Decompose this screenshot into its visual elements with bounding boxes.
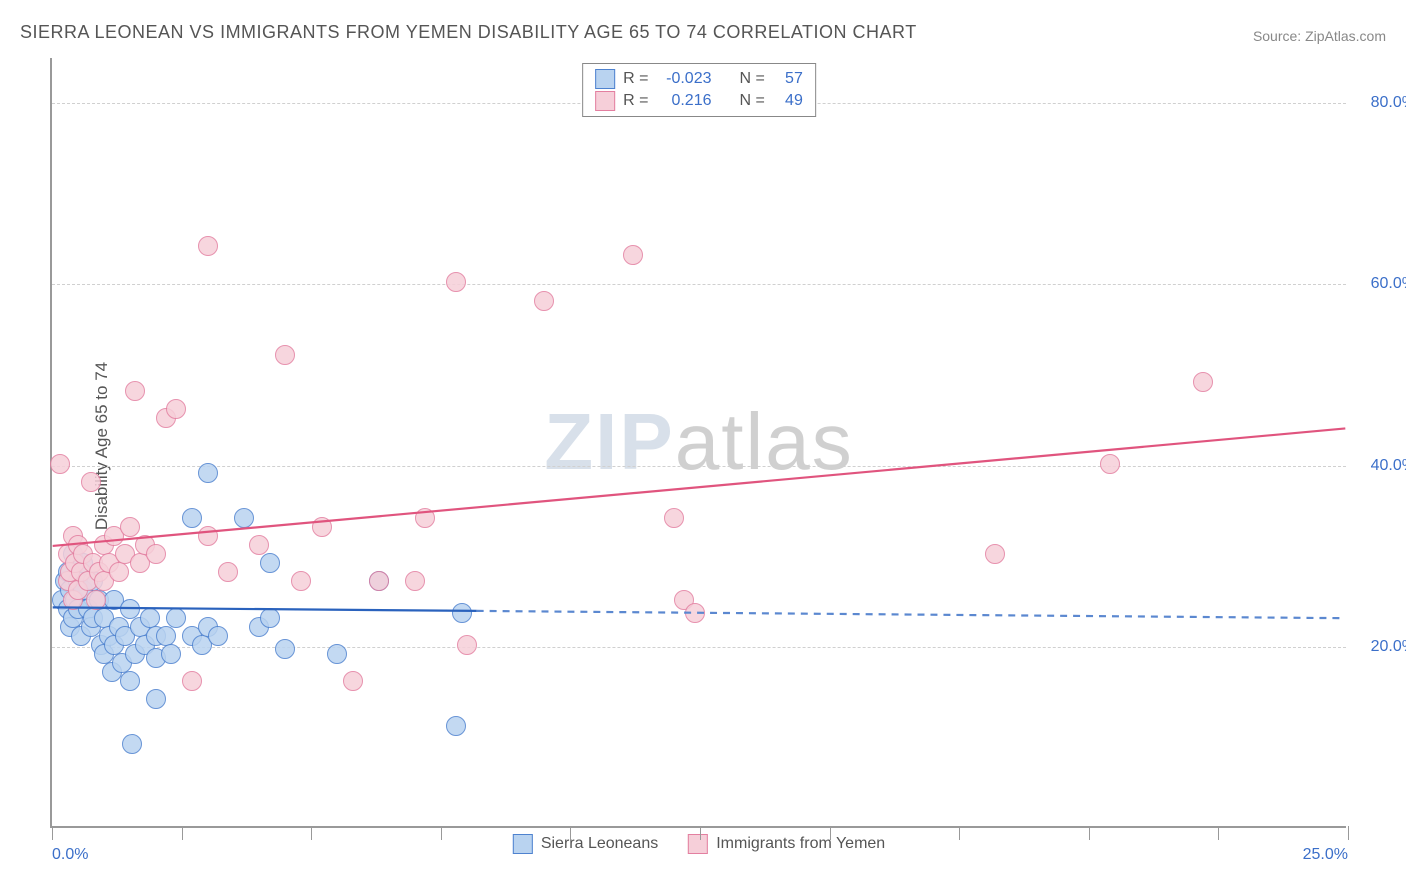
scatter-point bbox=[120, 517, 140, 537]
scatter-point bbox=[146, 544, 166, 564]
n-label: N = bbox=[740, 70, 765, 88]
legend-item: Immigrants from Yemen bbox=[688, 834, 885, 854]
scatter-point bbox=[275, 345, 295, 365]
scatter-point bbox=[140, 608, 160, 628]
scatter-point bbox=[182, 508, 202, 528]
correlation-legend: R = -0.023 N = 57 R = 0.216 N = 49 bbox=[582, 63, 816, 117]
scatter-point bbox=[446, 272, 466, 292]
r-label: R = bbox=[623, 70, 648, 88]
scatter-point bbox=[415, 508, 435, 528]
scatter-point bbox=[312, 517, 332, 537]
watermark-atlas: atlas bbox=[675, 397, 854, 486]
scatter-point bbox=[166, 608, 186, 628]
scatter-point bbox=[198, 526, 218, 546]
scatter-point bbox=[534, 291, 554, 311]
scatter-point bbox=[198, 236, 218, 256]
x-tick bbox=[830, 826, 831, 840]
scatter-point bbox=[452, 603, 472, 623]
x-tick bbox=[700, 826, 701, 840]
scatter-point bbox=[156, 626, 176, 646]
legend-row: R = -0.023 N = 57 bbox=[595, 68, 803, 90]
legend-label: Immigrants from Yemen bbox=[716, 835, 885, 853]
scatter-point bbox=[260, 608, 280, 628]
scatter-point bbox=[161, 644, 181, 664]
scatter-point bbox=[327, 644, 347, 664]
y-tick-label: 60.0% bbox=[1356, 275, 1406, 293]
scatter-point bbox=[260, 553, 280, 573]
scatter-point bbox=[234, 508, 254, 528]
scatter-point bbox=[86, 590, 106, 610]
scatter-point bbox=[457, 635, 477, 655]
legend-swatch bbox=[688, 834, 708, 854]
x-tick bbox=[1089, 826, 1090, 840]
scatter-point bbox=[120, 599, 140, 619]
scatter-point bbox=[182, 671, 202, 691]
scatter-point bbox=[369, 571, 389, 591]
scatter-point bbox=[343, 671, 363, 691]
scatter-point bbox=[166, 399, 186, 419]
watermark-zip: ZIP bbox=[544, 397, 674, 486]
grid-line bbox=[52, 284, 1346, 285]
trend-line-dashed bbox=[477, 611, 1346, 618]
scatter-point bbox=[685, 603, 705, 623]
scatter-point bbox=[208, 626, 228, 646]
r-value: -0.023 bbox=[657, 70, 712, 88]
scatter-point bbox=[291, 571, 311, 591]
n-value: 49 bbox=[773, 92, 803, 110]
x-tick bbox=[1218, 826, 1219, 840]
n-label: N = bbox=[740, 92, 765, 110]
trend-lines-layer bbox=[52, 58, 1346, 826]
x-tick bbox=[441, 826, 442, 840]
x-tick bbox=[182, 826, 183, 840]
legend-row: R = 0.216 N = 49 bbox=[595, 90, 803, 112]
x-tick bbox=[52, 826, 53, 840]
source-attribution: Source: ZipAtlas.com bbox=[1253, 28, 1386, 44]
scatter-point bbox=[1100, 454, 1120, 474]
n-value: 57 bbox=[773, 70, 803, 88]
grid-line bbox=[52, 647, 1346, 648]
y-tick-label: 80.0% bbox=[1356, 94, 1406, 112]
x-tick-label: 25.0% bbox=[1303, 846, 1348, 864]
scatter-point bbox=[249, 535, 269, 555]
watermark: ZIPatlas bbox=[544, 396, 853, 488]
legend-swatch bbox=[595, 91, 615, 111]
x-tick-label: 0.0% bbox=[52, 846, 88, 864]
legend-swatch bbox=[513, 834, 533, 854]
scatter-point bbox=[198, 463, 218, 483]
scatter-point bbox=[1193, 372, 1213, 392]
scatter-point bbox=[109, 562, 129, 582]
scatter-point bbox=[985, 544, 1005, 564]
r-label: R = bbox=[623, 92, 648, 110]
scatter-point bbox=[405, 571, 425, 591]
y-tick-label: 40.0% bbox=[1356, 457, 1406, 475]
scatter-point bbox=[146, 689, 166, 709]
scatter-point bbox=[623, 245, 643, 265]
x-tick bbox=[570, 826, 571, 840]
legend-item: Sierra Leoneans bbox=[513, 834, 658, 854]
scatter-point bbox=[446, 716, 466, 736]
chart-title: SIERRA LEONEAN VS IMMIGRANTS FROM YEMEN … bbox=[20, 22, 917, 43]
scatter-point bbox=[122, 734, 142, 754]
scatter-point bbox=[120, 671, 140, 691]
scatter-point bbox=[664, 508, 684, 528]
scatter-point bbox=[81, 472, 101, 492]
legend-swatch bbox=[595, 69, 615, 89]
scatter-point bbox=[50, 454, 70, 474]
y-tick-label: 20.0% bbox=[1356, 638, 1406, 656]
x-tick bbox=[959, 826, 960, 840]
grid-line bbox=[52, 466, 1346, 467]
x-tick bbox=[1348, 826, 1349, 840]
legend-label: Sierra Leoneans bbox=[541, 835, 658, 853]
scatter-point bbox=[275, 639, 295, 659]
trend-line bbox=[53, 428, 1346, 545]
scatter-plot-area: ZIPatlas R = -0.023 N = 57 R = 0.216 N =… bbox=[50, 58, 1346, 828]
scatter-point bbox=[125, 381, 145, 401]
x-tick bbox=[311, 826, 312, 840]
scatter-point bbox=[218, 562, 238, 582]
r-value: 0.216 bbox=[657, 92, 712, 110]
